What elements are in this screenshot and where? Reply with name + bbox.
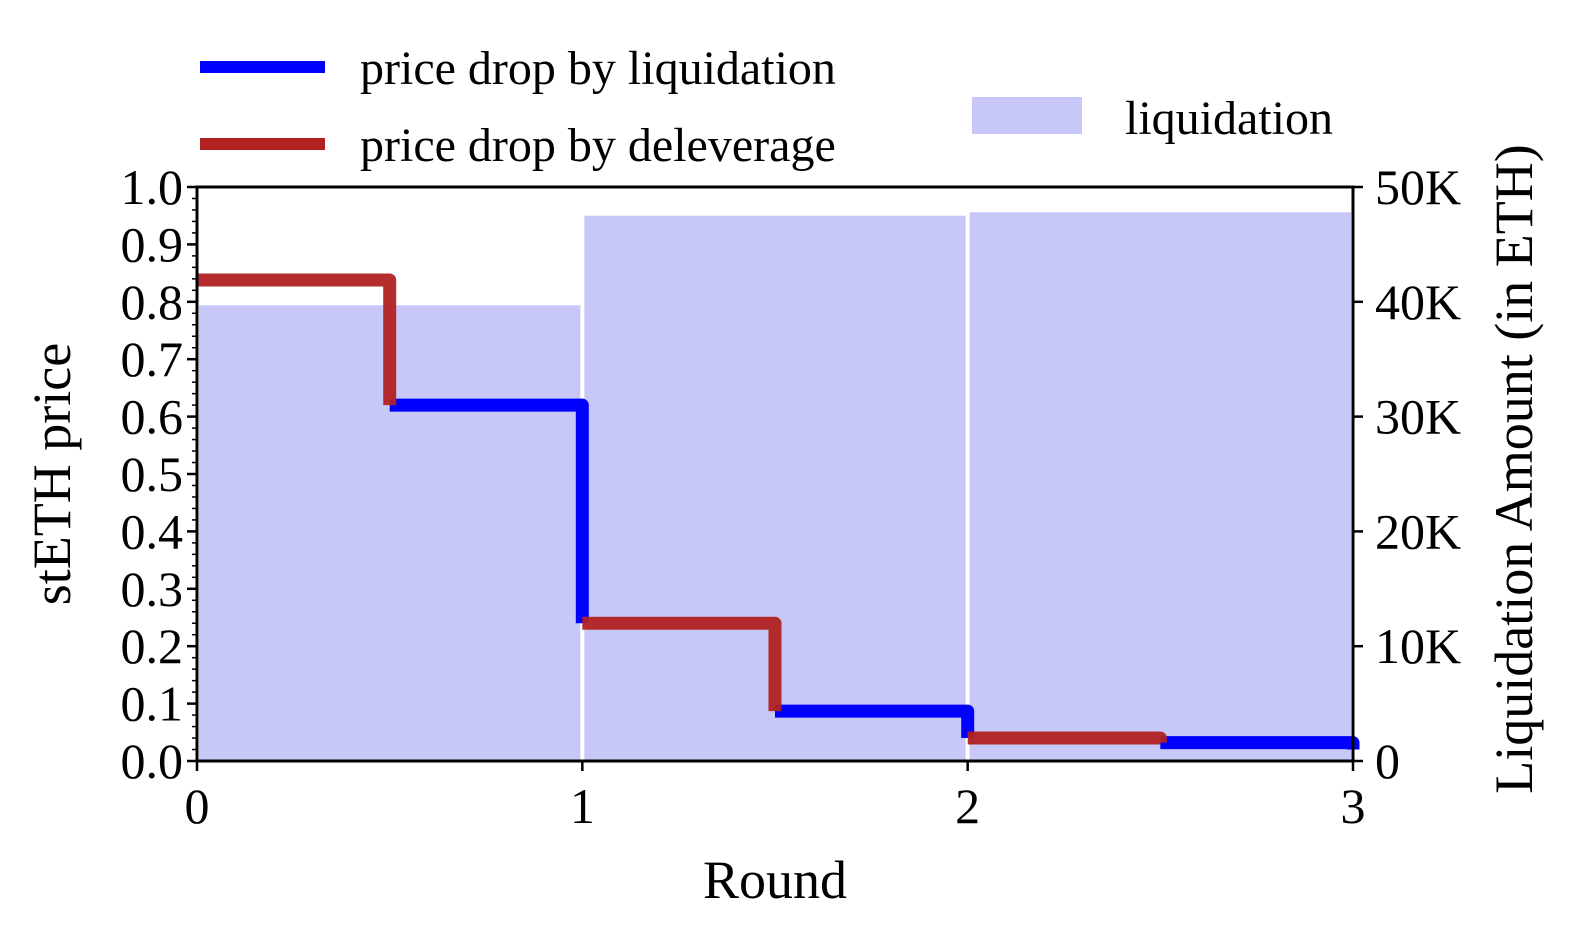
y-left-tick-label: 0.1 xyxy=(121,676,184,732)
y-left-tick-label: 0.9 xyxy=(121,216,184,272)
y-left-tick-label: 0.6 xyxy=(121,389,184,445)
deleverage-line-segment-1 xyxy=(582,616,782,712)
x-tick-label: 1 xyxy=(570,778,595,834)
x-tick-label: 2 xyxy=(955,778,980,834)
legend-swatch-liquidation-bar xyxy=(972,97,1082,134)
x-tick-label: 0 xyxy=(185,778,210,834)
liquidation-line-segment-2 xyxy=(1160,736,1360,750)
legend-label-deleverage-line: price drop by deleverage xyxy=(360,119,836,172)
x-tick-label: 3 xyxy=(1341,778,1366,834)
y-left-tick-label: 0.8 xyxy=(121,274,184,330)
y-left-tick-label: 1.0 xyxy=(121,159,184,215)
y-left-tick-label: 0.4 xyxy=(121,503,184,559)
y-left-tick-label: 0.2 xyxy=(121,618,184,674)
liquidation-bar-2 xyxy=(969,212,1351,762)
y-right-tick-label: 40K xyxy=(1375,274,1461,330)
y-right-tick-label: 10K xyxy=(1375,618,1461,674)
y-left-tick-label: 0.7 xyxy=(121,331,184,387)
y-right-tick-label: 30K xyxy=(1375,389,1461,445)
y-left-tick-label: 0.5 xyxy=(121,446,184,502)
legend-label-liquidation-line: price drop by liquidation xyxy=(360,42,836,95)
y-axis-label-right: Liquidation Amount (in ETH) xyxy=(1484,144,1544,793)
y-left-tick-label: 0.0 xyxy=(121,733,184,789)
y-right-tick-label: 0 xyxy=(1375,733,1400,789)
y-right-tick-label: 20K xyxy=(1375,503,1461,559)
x-axis-label: Round xyxy=(703,850,847,910)
deleverage-line-segment-0 xyxy=(197,273,397,406)
y-left-tick-label: 0.3 xyxy=(121,561,184,617)
y-right-tick-label: 50K xyxy=(1375,159,1461,215)
liquidation-line-segment-1 xyxy=(775,704,975,738)
ticks-layer: 0.00.10.20.30.40.50.60.70.80.91.0 0 10K 20K… xyxy=(121,159,1462,834)
lines-layer xyxy=(197,273,1360,750)
legend: price drop by liquidation price drop by … xyxy=(200,42,1333,172)
liquidation-line-segment-0 xyxy=(389,398,589,624)
deleverage-line-segment-2 xyxy=(967,731,1167,745)
legend-label-liquidation-bar: liquidation xyxy=(1125,92,1333,145)
y-axis-label-left: stETH price xyxy=(22,343,82,605)
